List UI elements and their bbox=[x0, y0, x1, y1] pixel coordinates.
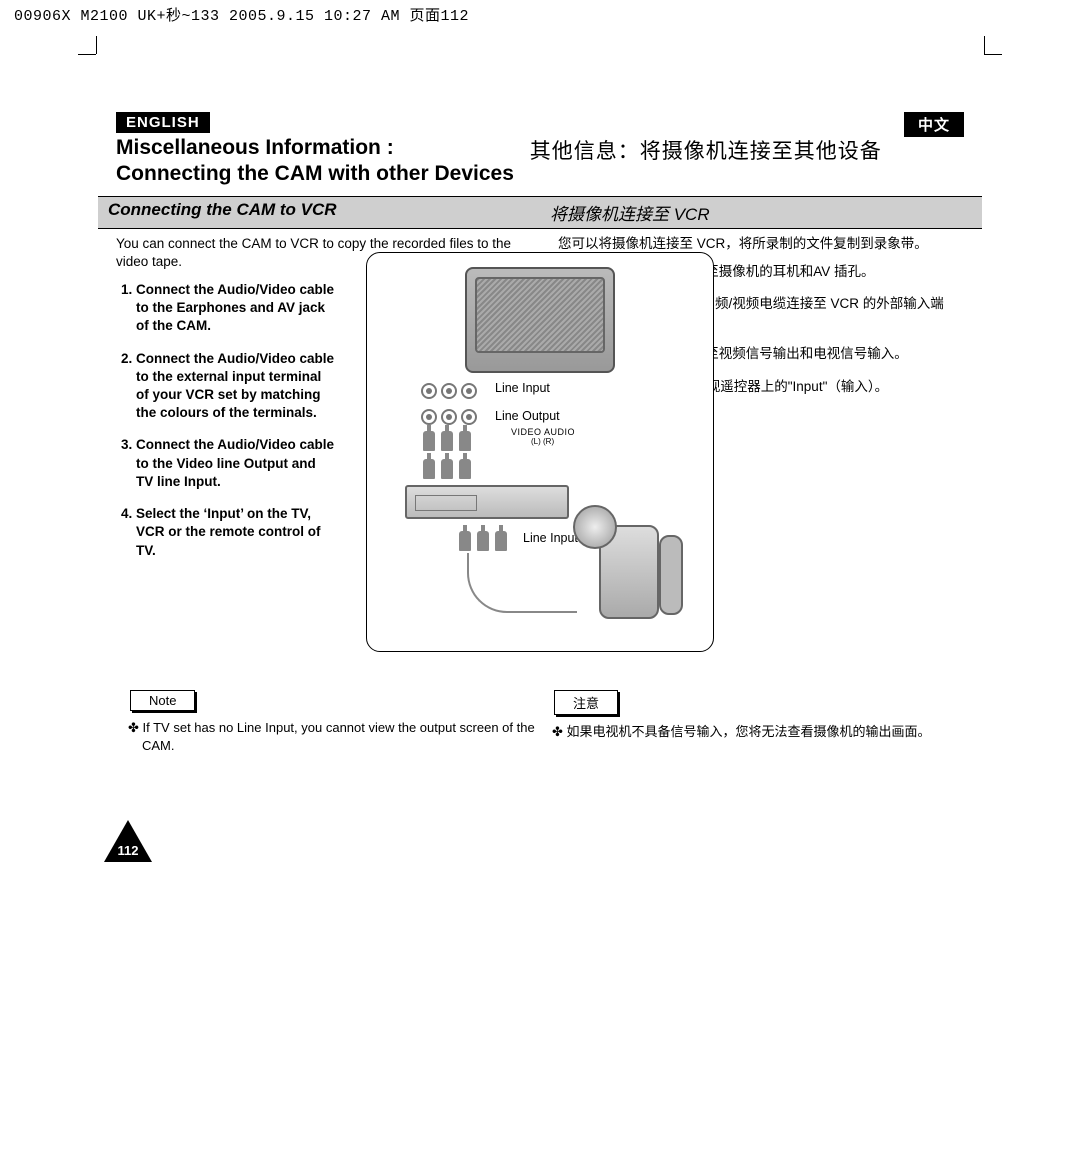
title-en-line2: Connecting the CAM with other Devices bbox=[116, 162, 514, 185]
plug-icon bbox=[423, 459, 435, 479]
subheader-en: Connecting the CAM to VCR bbox=[98, 196, 540, 229]
tv-icon bbox=[465, 267, 615, 373]
page-title-en: Miscellaneous Information : Connecting t… bbox=[116, 135, 514, 188]
plug-icon bbox=[459, 459, 471, 479]
title-en-line1: Miscellaneous Information : bbox=[116, 136, 394, 159]
print-header: 00906X M2100 UK+秒~133 2005.9.15 10:27 AM… bbox=[14, 4, 469, 25]
jack-icon bbox=[441, 409, 457, 425]
tv-jacks-row1 bbox=[421, 383, 477, 399]
jack-icon bbox=[461, 409, 477, 425]
plug-icon bbox=[495, 531, 507, 551]
subheader-cn: 将摄像机连接至 VCR bbox=[540, 196, 982, 229]
page-title-cn: 其他信息：将摄像机连接至其他设备 bbox=[530, 135, 882, 165]
plug-icon bbox=[423, 431, 435, 451]
plugs-row2 bbox=[423, 459, 471, 479]
section-subheader: Connecting the CAM to VCR 将摄像机连接至 VCR bbox=[98, 196, 982, 229]
label-line-input: Line Input bbox=[495, 381, 550, 395]
plugs-row1 bbox=[423, 431, 471, 451]
note-text-en: If TV set has no Line Input, you cannot … bbox=[120, 719, 536, 754]
plug-icon bbox=[477, 531, 489, 551]
notes-row: Note If TV set has no Line Input, you ca… bbox=[116, 690, 964, 754]
step-en-3: Connect the Audio/Video cable to the Vid… bbox=[136, 436, 336, 491]
intro-cn: 您可以将摄像机连接至 VCR，将所录制的文件复制到录象带。 bbox=[558, 235, 964, 253]
step-en-2: Connect the Audio/Video cable to the ext… bbox=[136, 350, 336, 423]
tv-jacks-row2 bbox=[421, 409, 477, 425]
plug-icon bbox=[441, 459, 453, 479]
note-label-cn: 注意 bbox=[554, 690, 618, 715]
manual-page: ENGLISH 中文 Miscellaneous Information : C… bbox=[98, 56, 982, 1136]
note-col-en: Note If TV set has no Line Input, you ca… bbox=[116, 690, 540, 754]
lang-tag-chinese: 中文 bbox=[904, 112, 964, 137]
plugs-row3 bbox=[459, 531, 507, 551]
cable-line bbox=[467, 553, 577, 613]
note-label-en: Note bbox=[130, 690, 195, 711]
jack-icon bbox=[421, 383, 437, 399]
steps-en: Connect the Audio/Video cable to the Ear… bbox=[116, 281, 336, 560]
label-video-audio: VIDEO AUDIO bbox=[511, 427, 575, 437]
page-number-text: 112 bbox=[118, 843, 139, 858]
camcorder-grip bbox=[659, 535, 683, 615]
connection-diagram: Line Input Line Output VIDEO AUDIO (L) (… bbox=[366, 252, 714, 652]
title-block: ENGLISH 中文 Miscellaneous Information : C… bbox=[98, 112, 982, 188]
note-text-cn: 如果电视机不具备信号输入，您将无法查看摄像机的输出画面。 bbox=[544, 723, 960, 741]
label-line-input-2: Line Input bbox=[523, 531, 578, 545]
camcorder-lens bbox=[573, 505, 617, 549]
label-l-r: (L) (R) bbox=[531, 437, 554, 446]
jack-icon bbox=[461, 383, 477, 399]
jack-icon bbox=[441, 383, 457, 399]
plug-icon bbox=[459, 431, 471, 451]
lang-tag-english: ENGLISH bbox=[116, 112, 210, 133]
label-line-output: Line Output bbox=[495, 409, 560, 423]
camcorder-icon bbox=[573, 505, 683, 633]
vcr-icon bbox=[405, 485, 569, 519]
plug-icon bbox=[441, 431, 453, 451]
step-en-4: Select the ‘Input’ on the TV, VCR or the… bbox=[136, 505, 336, 560]
jack-icon bbox=[421, 409, 437, 425]
page-number-badge: 112 bbox=[104, 820, 152, 862]
plug-icon bbox=[459, 531, 471, 551]
note-col-cn: 注意 如果电视机不具备信号输入，您将无法查看摄像机的输出画面。 bbox=[540, 690, 964, 754]
step-en-1: Connect the Audio/Video cable to the Ear… bbox=[136, 281, 336, 336]
